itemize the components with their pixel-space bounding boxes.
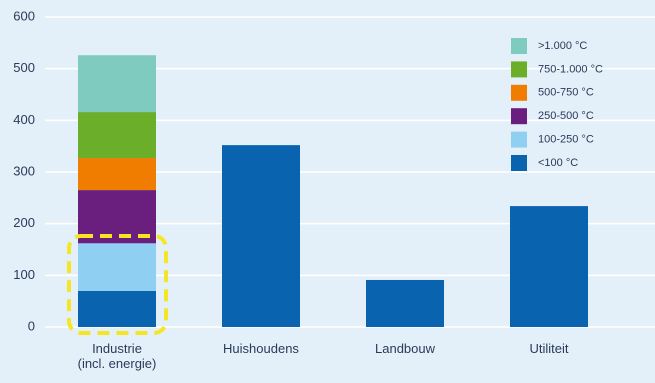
y-tick-label: 600 <box>13 8 35 23</box>
bar-segment <box>510 206 588 327</box>
legend-swatch <box>511 38 527 54</box>
bar-segment <box>78 158 156 191</box>
y-tick-label: 100 <box>13 267 35 282</box>
y-tick-label: 500 <box>13 60 35 75</box>
y-tick-label: 400 <box>13 112 35 127</box>
y-tick-label: 200 <box>13 215 35 230</box>
bar-segment <box>78 290 156 327</box>
highlight-box <box>67 234 168 335</box>
legend-label: 750-1.000 °C <box>538 63 603 75</box>
x-tick-label: Industrie (incl. energie) <box>77 341 157 371</box>
bar-segment <box>78 112 156 159</box>
legend-swatch <box>511 108 527 125</box>
y-tick-label: 300 <box>13 163 35 178</box>
legend-swatch <box>511 84 527 101</box>
x-tick-label: Huishoudens <box>223 341 299 356</box>
x-tick-label: Landbouw <box>375 341 435 356</box>
y-tick-label: 0 <box>28 318 35 333</box>
legend-label: >1.000 °C <box>538 40 587 52</box>
legend-swatch <box>511 61 527 78</box>
legend-swatch <box>511 131 527 148</box>
bar-segment <box>366 279 444 327</box>
legend-label: 500-750 °C <box>538 87 594 99</box>
legend-label: 100-250 °C <box>538 134 594 146</box>
bar-segment <box>78 243 156 291</box>
x-tick-label: Utiliteit <box>529 341 569 356</box>
legend-label: 250-500 °C <box>538 110 594 122</box>
bar-segment <box>222 145 300 327</box>
legend-swatch <box>511 155 527 171</box>
bar-segment <box>78 55 156 113</box>
legend-label: <100 °C <box>538 157 578 169</box>
